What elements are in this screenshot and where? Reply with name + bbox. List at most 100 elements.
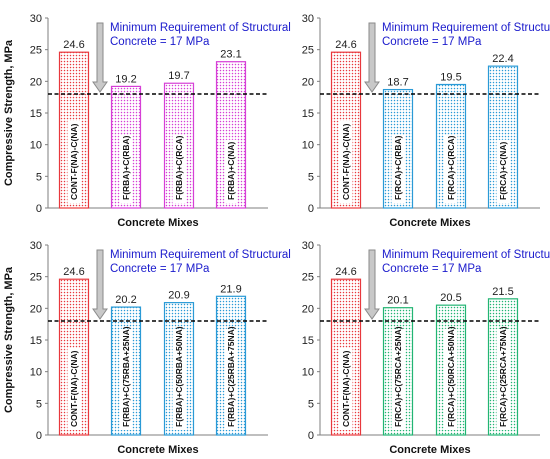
y-tick-label: 30 [30, 13, 42, 25]
bar-value-label: 23.1 [220, 49, 241, 61]
down-arrow-icon [364, 22, 380, 93]
category-label: CONT-F(NA)-C(NA) [341, 350, 351, 427]
bar-value-label: 21.9 [220, 283, 241, 295]
category-label-box [391, 328, 405, 430]
y-tick-label: 0 [36, 203, 42, 215]
x-axis-label: Concrete Mixes [117, 444, 198, 456]
category-label-box [391, 135, 405, 203]
category-label: F(RBA)+C(RBA) [121, 135, 131, 200]
category-label: F(RCA)+C(RCA) [446, 135, 456, 200]
category-label: F(RCA)+C(50RCA+50NA) [446, 326, 456, 427]
bar [487, 65, 519, 209]
bar-value-label: 19.5 [440, 72, 461, 84]
category-label: F(RCA)+C(NA) [498, 142, 508, 200]
down-arrow-icon [364, 249, 380, 320]
category-label-box [224, 328, 238, 430]
category-label-box [172, 328, 186, 430]
category-label: F(RCA)+C(RBA) [393, 135, 403, 200]
y-tick-label: 0 [36, 430, 42, 442]
annotation-text: Minimum Requirement of Structural [110, 22, 291, 34]
y-tick-label: 25 [30, 45, 42, 57]
category-label: F(RCA)+C(75RCA+25NA) [393, 326, 403, 427]
y-axis-label: Compressive Strength, MPa [3, 39, 15, 186]
bar-value-label: 22.4 [492, 53, 513, 65]
y-tick-label: 20 [30, 303, 42, 315]
category-label-box [224, 139, 238, 203]
x-axis-label: Concrete Mixes [117, 217, 198, 229]
y-tick-label: 20 [302, 76, 314, 88]
y-tick-label: 5 [36, 171, 42, 183]
bar-value-label: 24.6 [63, 266, 84, 278]
bar-value-label: 18.7 [387, 77, 408, 89]
category-label: F(RBA)+C(75RBA+25NA) [121, 326, 131, 427]
y-tick-label: 5 [308, 398, 314, 410]
category-label: CONT-F(NA)-C(NA) [69, 350, 79, 427]
bar-value-label: 24.6 [335, 266, 356, 278]
down-arrow-icon [92, 22, 108, 93]
y-tick-label: 15 [302, 108, 314, 120]
category-label: F(RCA)+C(25RCA+75NA) [498, 326, 508, 427]
bar-value-label: 24.6 [335, 39, 356, 51]
category-label-box [119, 135, 133, 203]
category-label: CONT-F(NA)-C(NA) [69, 123, 79, 200]
chart-panel-4: 0 5 10 15 20 25 30 Concrete Mixes 24.6 CONT-F(NA)… [302, 240, 550, 456]
bar-value-label: 20.1 [387, 295, 408, 307]
bar-value-label: 21.5 [492, 286, 513, 298]
y-tick-label: 25 [30, 272, 42, 284]
y-tick-label: 25 [302, 45, 314, 57]
bar-value-label: 20.9 [168, 290, 189, 302]
y-tick-label: 5 [308, 171, 314, 183]
y-tick-label: 20 [30, 76, 42, 88]
bar-value-label: 19.7 [168, 70, 189, 82]
y-tick-label: 5 [36, 398, 42, 410]
y-tick-label: 15 [302, 335, 314, 347]
y-tick-label: 10 [302, 367, 314, 379]
annotation-text: Minimum Requirement of Structural [382, 249, 550, 261]
annotation-text: Concrete = 17 MPa [382, 36, 482, 48]
bar-value-label: 20.2 [115, 294, 136, 306]
y-tick-label: 30 [302, 240, 314, 252]
bar-value-label: 19.2 [115, 73, 136, 85]
annotation-text: Concrete = 17 MPa [110, 263, 210, 275]
annotation-text: Minimum Requirement of Structural [382, 22, 550, 34]
chart-panel-1: 0 5 10 15 20 25 30 Compressive Strength, MPa Con… [3, 13, 291, 229]
chart-panel-3: 0 5 10 15 20 25 30 Compressive Strength, MPa Con… [3, 240, 291, 456]
category-label-box [444, 135, 458, 203]
y-tick-label: 15 [30, 108, 42, 120]
category-label: CONT-F(NA)-C(NA) [341, 123, 351, 200]
y-tick-label: 10 [30, 367, 42, 379]
y-tick-label: 30 [302, 13, 314, 25]
category-label-box [339, 120, 353, 203]
category-label: F(RBA)+C(25RBA+75NA) [226, 326, 236, 427]
down-arrow-icon [92, 249, 108, 320]
y-tick-label: 0 [308, 203, 314, 215]
y-tick-label: 30 [30, 240, 42, 252]
chart-panel-2: 0 5 10 15 20 25 30 Concrete Mixes 24.6 CONT-F(NA)… [302, 13, 550, 229]
category-label-box [67, 120, 81, 203]
category-label-box [496, 328, 510, 430]
category-label-box [119, 328, 133, 430]
y-tick-label: 0 [308, 430, 314, 442]
bar-value-label: 24.6 [63, 39, 84, 51]
x-axis-label: Concrete Mixes [389, 217, 470, 229]
y-axis-label: Compressive Strength, MPa [3, 266, 15, 413]
category-label: F(RBA)+C(50RBA+50NA) [174, 326, 184, 427]
annotation-text: Minimum Requirement of Structural [110, 249, 291, 261]
annotation-text: Concrete = 17 MPa [110, 36, 210, 48]
category-label-box [172, 135, 186, 203]
y-tick-label: 25 [302, 272, 314, 284]
category-label-box [496, 139, 510, 203]
category-label: F(RBA)+C(NA) [226, 142, 236, 200]
category-label-box [444, 328, 458, 430]
x-axis-label: Concrete Mixes [389, 444, 470, 456]
annotation-text: Concrete = 17 MPa [382, 263, 482, 275]
category-label-box [339, 347, 353, 430]
y-tick-label: 10 [30, 140, 42, 152]
y-tick-label: 20 [302, 303, 314, 315]
y-tick-label: 10 [302, 140, 314, 152]
y-tick-label: 15 [30, 335, 42, 347]
category-label: F(RBA)+C(RCA) [174, 135, 184, 200]
bar-value-label: 20.5 [440, 292, 461, 304]
category-label-box [67, 347, 81, 430]
